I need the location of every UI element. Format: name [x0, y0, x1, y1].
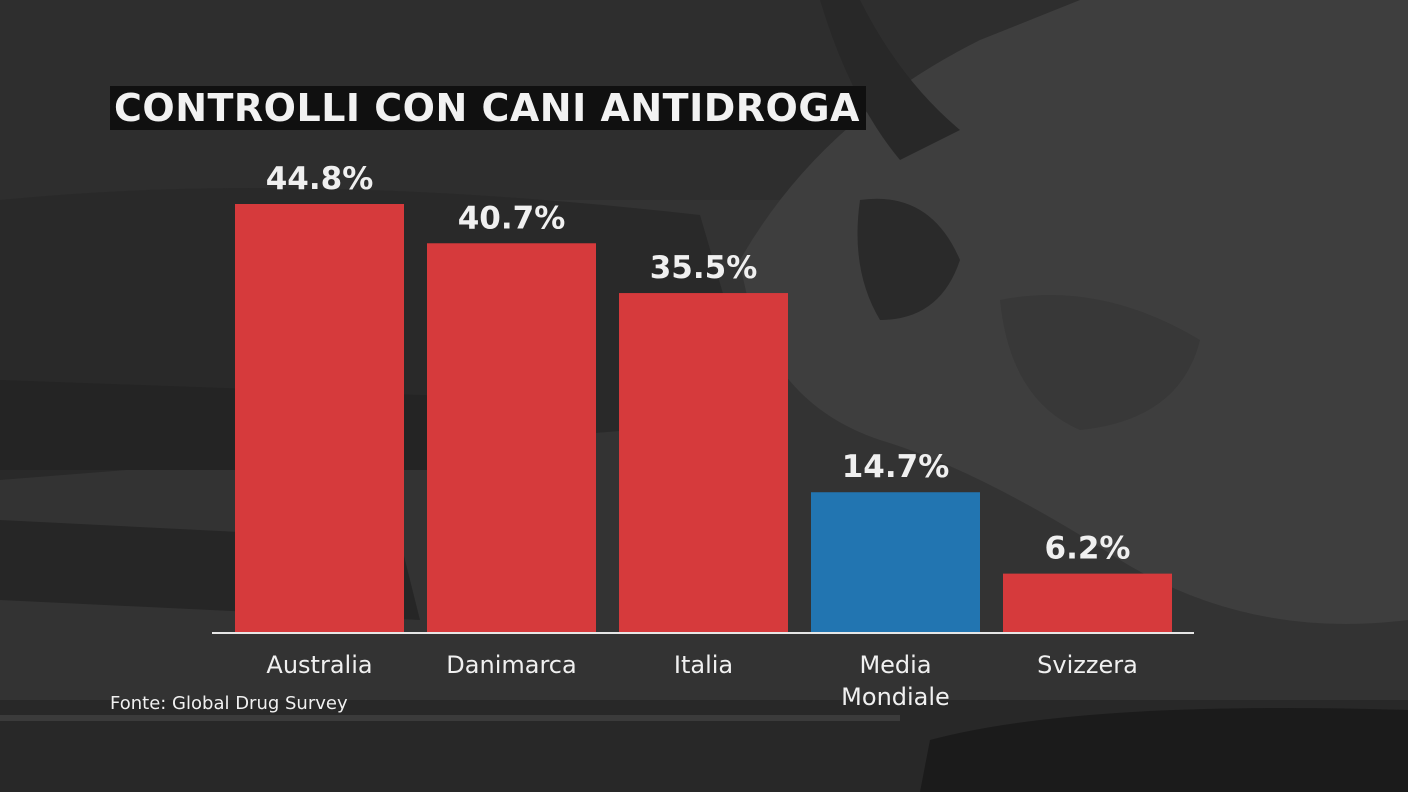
category-label-line: Media [859, 651, 931, 679]
source-note: Fonte: Global Drug Survey [110, 693, 348, 714]
bar-2 [619, 293, 788, 633]
bar-1 [427, 243, 596, 633]
bar-4 [1003, 573, 1172, 633]
bars-group [235, 204, 1172, 633]
category-label-0: Australia [266, 651, 372, 679]
category-label-line: Australia [266, 651, 372, 679]
bar-3 [811, 492, 980, 633]
value-labels-group: 44.8% 40.7% 35.5% 14.7% 6.2% [266, 161, 1131, 567]
value-label-3: 14.7% [842, 449, 950, 485]
bar-0 [235, 204, 404, 633]
value-label-0: 44.8% [266, 161, 374, 197]
value-label-1: 40.7% [458, 200, 566, 236]
value-label-4: 6.2% [1045, 531, 1131, 567]
category-labels-group: Australia Danimarca Italia Media Mondiale Svi… [266, 651, 1137, 711]
category-label-line: Danimarca [446, 651, 576, 679]
category-label-line: Italia [674, 651, 733, 679]
category-label-3: Media Mondiale [841, 651, 950, 711]
category-label-4: Svizzera [1037, 651, 1138, 679]
chart-title: CONTROLLI CON CANI ANTIDROGA [110, 86, 866, 130]
category-label-line: Svizzera [1037, 651, 1138, 679]
category-label-line: Mondiale [841, 683, 950, 711]
category-label-2: Italia [674, 651, 733, 679]
value-label-2: 35.5% [650, 250, 758, 286]
category-label-1: Danimarca [446, 651, 576, 679]
